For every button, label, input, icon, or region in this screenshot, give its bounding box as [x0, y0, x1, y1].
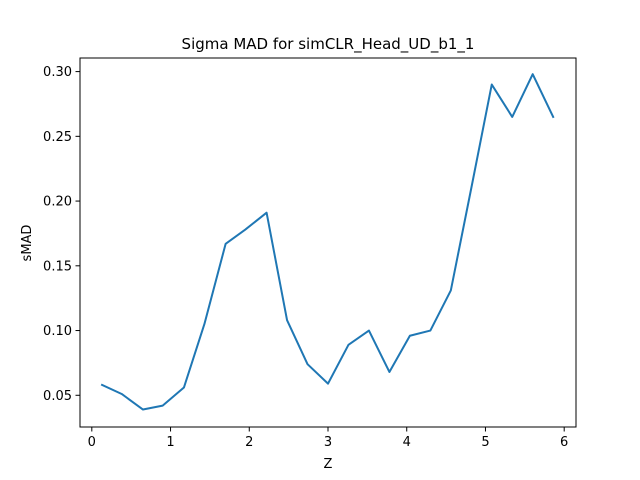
y-tick-label: 0.20	[43, 195, 72, 210]
x-tick-label: 5	[481, 435, 489, 450]
y-tick-label: 0.15	[43, 259, 72, 274]
series-layer	[100, 73, 555, 411]
y-tick-label: 0.10	[43, 324, 72, 339]
plot-area	[80, 58, 576, 427]
x-axis-label: Z	[324, 457, 333, 472]
chart-title: Sigma MAD for simCLR_Head_UD_b1_1	[182, 35, 475, 54]
y-tick-label: 0.05	[43, 389, 72, 404]
y-tick-label: 0.25	[43, 130, 72, 145]
series-line-0	[100, 73, 555, 411]
x-tick-label: 2	[245, 435, 253, 450]
x-tick-label: 3	[324, 435, 332, 450]
y-tick-label: 0.30	[43, 65, 72, 80]
x-tick-label: 1	[166, 435, 174, 450]
y-axis-label: sMAD	[20, 225, 35, 262]
x-tick-label: 0	[88, 435, 96, 450]
ticks: 0 1 2 3 4 5 6 0.05 0.10 0.15 0.20 0.25 0.30	[43, 65, 568, 450]
x-tick-label: 6	[560, 435, 568, 450]
plot-background	[80, 58, 576, 427]
x-tick-label: 4	[403, 435, 411, 450]
